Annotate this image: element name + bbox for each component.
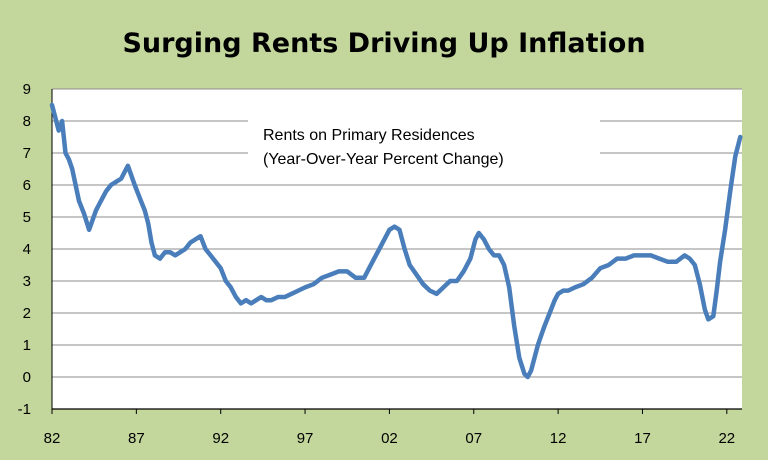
y-tick-label: -1 xyxy=(18,401,31,418)
series-line-rents xyxy=(49,102,743,380)
y-tick-label: 2 xyxy=(23,305,31,322)
y-tick-label: 7 xyxy=(23,145,31,162)
x-tick-label: 02 xyxy=(381,430,398,447)
annotation-line-1: Rents on Primary Residences xyxy=(263,127,475,144)
y-tick-label: 9 xyxy=(23,81,31,98)
x-tick-label: 07 xyxy=(465,430,482,447)
x-tick-label: 87 xyxy=(128,430,145,447)
y-axis-ticks: -1 0 1 2 3 4 5 6 7 8 9 xyxy=(18,81,31,418)
x-tick-label: 97 xyxy=(297,430,314,447)
y-tick-label: 0 xyxy=(23,369,31,386)
y-tick-label: 1 xyxy=(23,337,31,354)
x-tick-label: 22 xyxy=(718,430,735,447)
x-axis-ticks: 82 87 92 97 02 07 12 17 22 xyxy=(44,409,735,447)
grid-lines xyxy=(51,88,742,410)
chart-title: Surging Rents Driving Up Inflation xyxy=(122,28,646,59)
annotation-background xyxy=(248,116,600,178)
y-tick-label: 6 xyxy=(23,177,31,194)
x-tick-label: 92 xyxy=(212,430,229,447)
data-points xyxy=(51,104,741,378)
y-tick-label: 8 xyxy=(23,113,31,130)
x-tick-label: 82 xyxy=(44,430,61,447)
y-tick-label: 3 xyxy=(23,273,31,290)
y-tick-label: 5 xyxy=(23,209,31,226)
y-tick-label: 4 xyxy=(23,241,31,258)
x-tick-label: 17 xyxy=(634,430,651,447)
x-tick-label: 12 xyxy=(550,430,567,447)
annotation-line-2: (Year-Over-Year Percent Change) xyxy=(263,151,504,168)
